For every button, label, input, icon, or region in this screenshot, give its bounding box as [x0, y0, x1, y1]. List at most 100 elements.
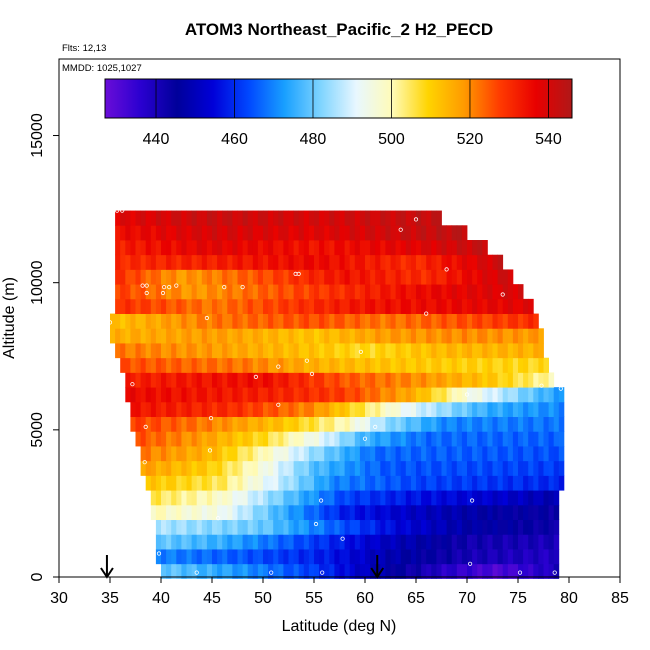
heatmap-cell — [518, 446, 524, 462]
heatmap-cell — [416, 446, 422, 462]
heatmap-cell — [390, 357, 396, 373]
heatmap-cell — [370, 254, 376, 270]
heatmap-cell — [191, 416, 198, 432]
heatmap-cell — [451, 563, 458, 579]
heatmap-cell — [212, 563, 218, 579]
heatmap-cell — [339, 225, 345, 241]
heatmap-cell — [523, 490, 529, 506]
heatmap-cell — [431, 298, 437, 314]
sample-point — [398, 227, 403, 232]
heatmap-cell — [349, 343, 356, 359]
heatmap-cell — [125, 225, 131, 241]
heatmap-cell — [349, 225, 356, 241]
heatmap-cell — [354, 210, 361, 226]
heatmap-cell — [477, 563, 483, 579]
heatmap-cell — [421, 357, 427, 373]
heatmap-cell — [467, 446, 473, 462]
heatmap-cell — [523, 328, 529, 344]
heatmap-cell — [222, 549, 228, 565]
heatmap-cell — [405, 269, 412, 285]
heatmap-cell — [242, 519, 249, 535]
heatmap-cell — [115, 240, 121, 256]
heatmap-cell — [431, 431, 437, 447]
heatmap-cell — [467, 343, 473, 359]
heatmap-cell — [186, 401, 192, 417]
heatmap-cell — [222, 475, 228, 491]
x-tick-label: 50 — [254, 590, 272, 607]
heatmap-cell — [410, 225, 417, 241]
x-tick-label: 65 — [407, 590, 425, 607]
heatmap-cell — [186, 416, 192, 432]
heatmap-cell — [278, 313, 284, 329]
heatmap-cell — [416, 254, 422, 270]
heatmap-cell — [533, 534, 539, 550]
sample-point — [558, 386, 563, 391]
heatmap-cell — [150, 328, 157, 344]
sample-point — [162, 284, 167, 290]
heatmap-cell — [268, 504, 274, 521]
heatmap-cell — [171, 431, 177, 447]
heatmap-cell — [456, 534, 463, 550]
heatmap-cell — [405, 401, 412, 417]
heatmap-cell — [155, 475, 162, 491]
heatmap-cell — [385, 210, 391, 226]
heatmap-cell — [354, 313, 361, 329]
heatmap-cell — [314, 563, 320, 579]
heatmap-cell — [242, 254, 249, 270]
heatmap-cell — [400, 240, 407, 256]
heatmap-cell — [288, 298, 294, 314]
heatmap-cell — [288, 343, 294, 359]
heatmap-cell — [410, 460, 417, 476]
heatmap-cell — [467, 549, 473, 565]
heatmap-cell — [405, 563, 412, 579]
heatmap-cell — [273, 298, 279, 314]
heatmap-cell — [181, 460, 187, 476]
heatmap-cell — [410, 284, 417, 300]
heatmap-cell — [334, 446, 340, 462]
heatmap-cell — [441, 401, 447, 417]
heatmap-cell — [446, 269, 453, 285]
heatmap-cell — [125, 387, 131, 403]
heatmap-cell — [227, 504, 233, 521]
heatmap-cell — [548, 534, 555, 550]
heatmap-cell — [502, 563, 509, 579]
heatmap-cell — [400, 357, 407, 373]
heatmap-cell — [329, 416, 335, 432]
heatmap-cell — [288, 416, 294, 432]
heatmap-cell — [247, 240, 254, 256]
heatmap-cell — [472, 534, 478, 550]
heatmap-cell — [206, 210, 213, 226]
heatmap-cell — [431, 313, 437, 329]
heatmap-cell — [390, 254, 396, 270]
heatmap-cell — [344, 284, 351, 300]
heatmap-cell — [553, 534, 560, 550]
heatmap-cell — [186, 549, 192, 565]
heatmap-cell — [528, 401, 534, 417]
heatmap-cell — [237, 387, 243, 403]
heatmap-cell — [339, 328, 345, 344]
altitude-band — [115, 210, 442, 226]
heatmap-cell — [477, 372, 483, 388]
heatmap-cell — [263, 269, 269, 285]
heatmap-cell — [482, 343, 488, 359]
heatmap-cell — [482, 416, 488, 432]
heatmap-cell — [390, 446, 396, 462]
heatmap-cell — [176, 490, 182, 506]
heatmap-cell — [426, 549, 432, 565]
heatmap-cell — [191, 372, 198, 388]
heatmap-cell — [441, 431, 447, 447]
heatmap-cell — [237, 284, 243, 300]
heatmap-cell — [278, 504, 284, 521]
heatmap-cell — [461, 563, 468, 579]
heatmap-cell — [222, 328, 228, 344]
heatmap-cell — [558, 431, 565, 447]
heatmap-cell — [487, 563, 493, 579]
heatmap-cell — [319, 328, 325, 344]
heatmap-cell — [273, 313, 279, 329]
heatmap-cell — [115, 269, 121, 285]
heatmap-cell — [324, 298, 330, 314]
heatmap-cell — [502, 343, 509, 359]
heatmap-cell — [212, 431, 218, 447]
heatmap-cell — [436, 225, 442, 241]
heatmap-cell — [227, 446, 233, 462]
